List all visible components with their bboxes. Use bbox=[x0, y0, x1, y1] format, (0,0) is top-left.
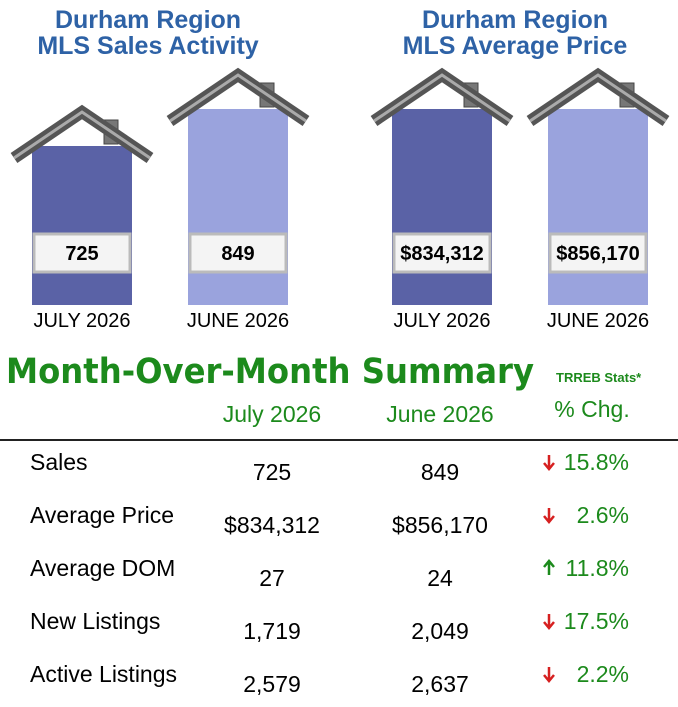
july-value: 725 bbox=[253, 459, 291, 485]
roof-edge bbox=[13, 110, 151, 160]
june-value: 2,049 bbox=[411, 618, 469, 644]
arrow-down bbox=[543, 614, 555, 630]
column-header: June 2026 bbox=[386, 401, 493, 427]
june-value: 849 bbox=[421, 459, 459, 485]
column-header: July 2026 bbox=[223, 401, 321, 427]
row-label: Average DOM bbox=[30, 555, 175, 581]
percent-change: 2.2% bbox=[577, 661, 629, 687]
summary-title: Month-Over-Month Summary bbox=[6, 352, 534, 392]
roof-edge bbox=[169, 73, 307, 123]
house-icon bbox=[526, 67, 670, 305]
row-label: New Listings bbox=[30, 608, 160, 634]
house-value: 849 bbox=[221, 243, 254, 265]
roof-edge bbox=[373, 73, 511, 123]
july-value: 2,579 bbox=[243, 671, 301, 697]
panel-title: MLS Sales Activity bbox=[37, 32, 258, 60]
house-body bbox=[188, 109, 288, 305]
row-label: Active Listings bbox=[30, 661, 177, 687]
value-box bbox=[548, 232, 648, 274]
house-icon bbox=[166, 67, 310, 305]
value-box bbox=[32, 232, 132, 274]
panel-title: MLS Average Price bbox=[403, 32, 628, 60]
house-icon bbox=[10, 104, 154, 305]
arrow-down bbox=[543, 667, 555, 683]
june-value: 2,637 bbox=[411, 671, 469, 697]
june-value: 24 bbox=[427, 565, 453, 591]
arrow-up bbox=[543, 559, 555, 575]
value-box bbox=[188, 232, 288, 274]
house-value: $834,312 bbox=[400, 243, 483, 265]
arrow-down bbox=[543, 508, 555, 524]
percent-change: 17.5% bbox=[564, 608, 629, 634]
arrow-down bbox=[543, 455, 555, 471]
panel-title: Durham Region bbox=[422, 6, 608, 34]
summary-note: TRREB Stats* bbox=[556, 370, 642, 385]
percent-change: 15.8% bbox=[564, 449, 629, 475]
house-value: 725 bbox=[65, 243, 98, 265]
house-body bbox=[548, 109, 648, 305]
house-month: JUNE 2026 bbox=[547, 310, 649, 332]
percent-change: 2.6% bbox=[577, 502, 629, 528]
july-value: $834,312 bbox=[224, 512, 320, 538]
july-value: 1,719 bbox=[243, 618, 301, 644]
panel-title: Durham Region bbox=[55, 6, 241, 34]
house-icon bbox=[370, 67, 514, 305]
house-month: JUNE 2026 bbox=[187, 310, 289, 332]
column-header: % Chg. bbox=[554, 396, 629, 422]
house-value: $856,170 bbox=[556, 243, 639, 265]
value-box bbox=[392, 232, 492, 274]
house-month: JULY 2026 bbox=[393, 310, 490, 332]
percent-change: 11.8% bbox=[565, 555, 629, 581]
roof-edge bbox=[529, 73, 667, 123]
july-value: 27 bbox=[259, 565, 285, 591]
row-label: Sales bbox=[30, 449, 88, 475]
house-body bbox=[392, 109, 492, 305]
house-month: JULY 2026 bbox=[33, 310, 130, 332]
june-value: $856,170 bbox=[392, 512, 488, 538]
row-label: Average Price bbox=[30, 502, 174, 528]
house-body bbox=[32, 146, 132, 305]
